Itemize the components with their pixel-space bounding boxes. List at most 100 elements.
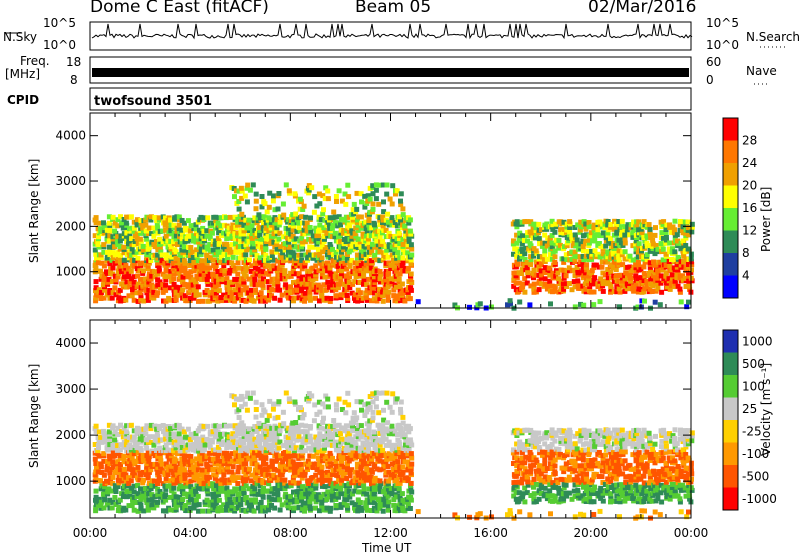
power-cell <box>369 298 374 304</box>
velocity-cell <box>363 500 369 506</box>
velocity-cell <box>324 439 330 445</box>
power-cell <box>678 262 684 268</box>
cpid-panel: CPID twofsound 3501 <box>7 87 692 111</box>
velocity-cell <box>332 423 338 429</box>
velocity-cell <box>279 481 285 487</box>
power-cell <box>168 258 174 264</box>
power-cell <box>252 241 257 247</box>
power-cell <box>229 260 235 266</box>
velocity-cell <box>230 431 236 437</box>
velocity-cell <box>207 508 213 514</box>
power-cell <box>287 222 293 228</box>
velocity-cell <box>112 494 118 500</box>
power-cell <box>619 272 625 278</box>
velocity-cell <box>197 436 202 442</box>
power-cell <box>345 252 350 257</box>
cpid-program: twofsound 3501 <box>94 94 212 109</box>
power-cell <box>104 269 109 275</box>
power-cell <box>213 238 219 244</box>
power-cell <box>115 217 121 223</box>
power-cell <box>566 281 572 286</box>
power-cell <box>112 273 118 279</box>
power-cell <box>396 276 402 282</box>
velocity-cell <box>193 434 199 440</box>
power-cell <box>363 251 369 257</box>
power-cell <box>249 287 254 293</box>
velocity-cell <box>227 423 233 429</box>
power-cell <box>631 219 637 225</box>
power-cell <box>129 252 135 258</box>
velocity-cell <box>171 485 177 491</box>
velocity-cell <box>238 428 244 434</box>
velocity-cell <box>317 458 323 464</box>
velocity-cell <box>185 426 191 432</box>
power-cell <box>249 292 254 298</box>
velocity-cell <box>293 464 299 470</box>
velocity-cell <box>152 461 158 467</box>
velocity-cell <box>372 489 378 495</box>
power-cell <box>316 268 322 274</box>
velocity-cell <box>257 488 263 494</box>
power-cell <box>191 268 197 274</box>
velocity-cell <box>333 480 339 486</box>
power-cell <box>672 257 677 263</box>
power-cell <box>179 236 185 242</box>
power-cell <box>269 287 275 292</box>
power-cell <box>402 298 408 304</box>
power-cell <box>558 219 564 225</box>
radar-title: Dome C East (fitACF) <box>90 0 269 17</box>
velocity-cell <box>305 458 311 464</box>
power-cell <box>409 246 415 252</box>
velocity-cell <box>299 475 305 481</box>
velocity-cell <box>392 455 398 461</box>
power-cell <box>371 242 377 247</box>
power-cell <box>210 220 216 226</box>
power-cell <box>321 282 327 288</box>
power-cell <box>354 190 360 196</box>
power-cell <box>245 182 251 188</box>
power-cell <box>329 282 335 288</box>
power-cell <box>561 230 567 236</box>
velocity-cell <box>155 461 161 467</box>
power-cell <box>586 224 592 230</box>
power-cell <box>627 253 633 259</box>
velocity-cell <box>174 437 180 443</box>
power-cell <box>285 226 291 232</box>
velocity-cell <box>324 454 330 459</box>
power-cell <box>575 222 581 228</box>
power-cell <box>385 254 391 260</box>
power-cell <box>187 263 193 268</box>
power-cell <box>627 286 633 291</box>
velocity-cell <box>308 445 314 451</box>
power-cell <box>313 263 319 269</box>
power-cell <box>392 246 398 252</box>
velocity-cell <box>302 472 308 478</box>
power-cell <box>188 237 194 242</box>
power-cell <box>605 249 611 255</box>
power-cell <box>355 298 361 304</box>
velocity-cell <box>279 477 285 483</box>
power-cell <box>622 232 628 238</box>
power-cell <box>140 243 146 249</box>
power-cell <box>586 281 591 287</box>
power-cell <box>553 221 559 227</box>
velocity-cell <box>156 477 162 483</box>
velocity-cell <box>327 434 333 440</box>
velocity-cell <box>196 508 201 514</box>
power-cell <box>275 206 281 212</box>
power-cell <box>92 263 98 269</box>
velocity-cell <box>240 507 246 513</box>
power-cell <box>221 276 227 282</box>
velocity-cell <box>218 480 224 486</box>
power-cell <box>660 264 666 270</box>
power-cell <box>252 282 258 288</box>
velocity-cell <box>182 434 188 440</box>
power-cell <box>548 301 553 307</box>
power-cell <box>253 191 259 197</box>
velocity-cell <box>319 473 325 479</box>
velocity-cell <box>333 467 339 473</box>
velocity-cell <box>328 505 334 511</box>
power-cell <box>647 229 653 235</box>
power-cell <box>269 217 275 223</box>
velocity-cell <box>211 497 216 503</box>
